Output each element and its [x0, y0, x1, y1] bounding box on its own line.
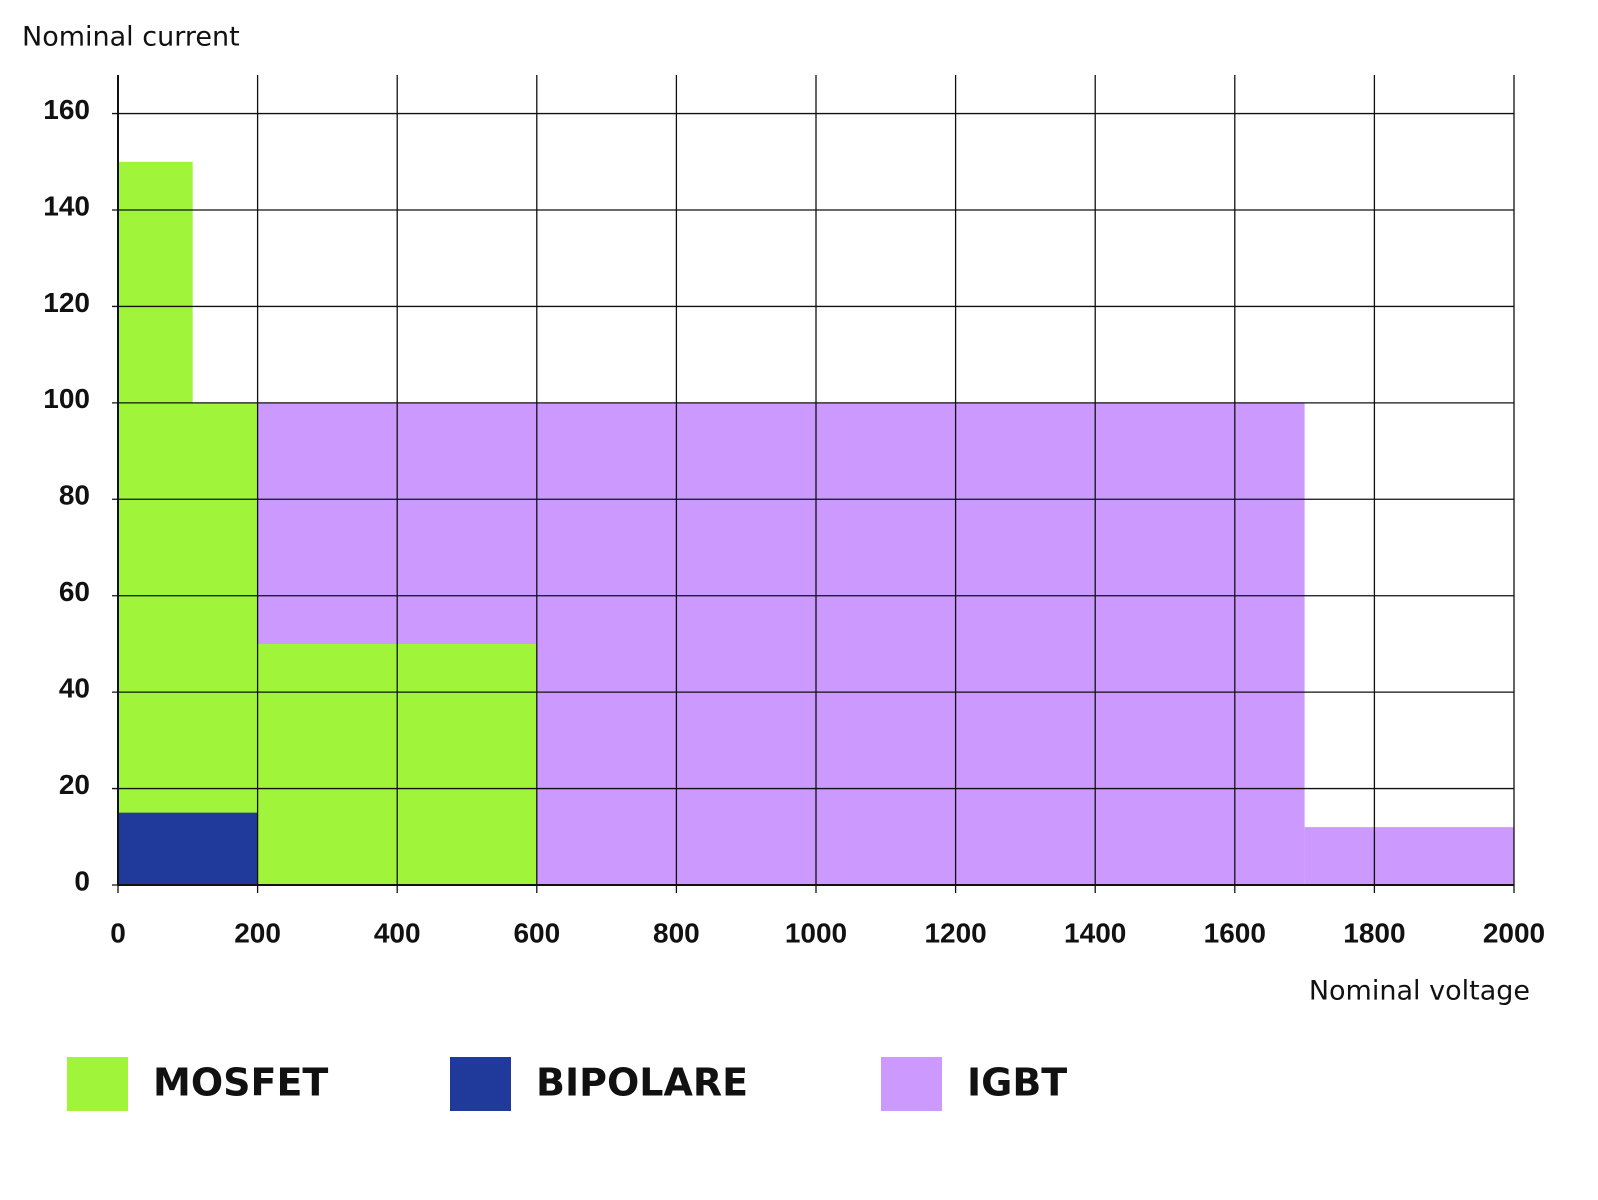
x-tick-label: 1600: [1204, 917, 1266, 948]
x-tick-label: 600: [513, 917, 560, 948]
legend-label: MOSFET: [153, 1061, 328, 1105]
y-tick-label: 120: [43, 287, 90, 318]
grid: [112, 75, 1515, 893]
y-tick-label: 40: [59, 673, 90, 704]
region: [118, 402, 258, 885]
y-tick-label: 60: [59, 576, 90, 607]
legend-swatch: [881, 1057, 942, 1111]
y-axis-title: Nominal current: [22, 22, 240, 53]
legend: MOSFET BIPOLARE IGBT: [67, 1057, 1067, 1111]
y-tick-label: 140: [43, 190, 90, 221]
x-tick-label: 1400: [1064, 917, 1126, 948]
region: [1304, 827, 1514, 885]
x-tick-label: 200: [234, 917, 281, 948]
legend-swatch: [67, 1057, 128, 1111]
region: [118, 812, 258, 885]
x-tick-label: 1800: [1343, 917, 1405, 948]
x-tick-label: 0: [110, 917, 126, 948]
y-tick-label: 0: [74, 865, 90, 896]
legend-label: BIPOLARE: [536, 1061, 748, 1105]
x-tick-label: 800: [653, 917, 700, 948]
x-tick-label: 1000: [785, 917, 847, 948]
x-tick-label: 2000: [1483, 917, 1545, 948]
y-tick-label: 160: [43, 94, 90, 125]
x-axis-title: Nominal voltage: [1309, 976, 1530, 1007]
y-tick-label: 100: [43, 383, 90, 414]
legend-swatch: [450, 1057, 511, 1111]
y-tick-label: 80: [59, 480, 90, 511]
x-tick-label: 400: [374, 917, 421, 948]
x-tick-label: 1200: [924, 917, 986, 948]
y-tick-label: 20: [59, 769, 90, 800]
legend-label: IGBT: [967, 1061, 1067, 1105]
